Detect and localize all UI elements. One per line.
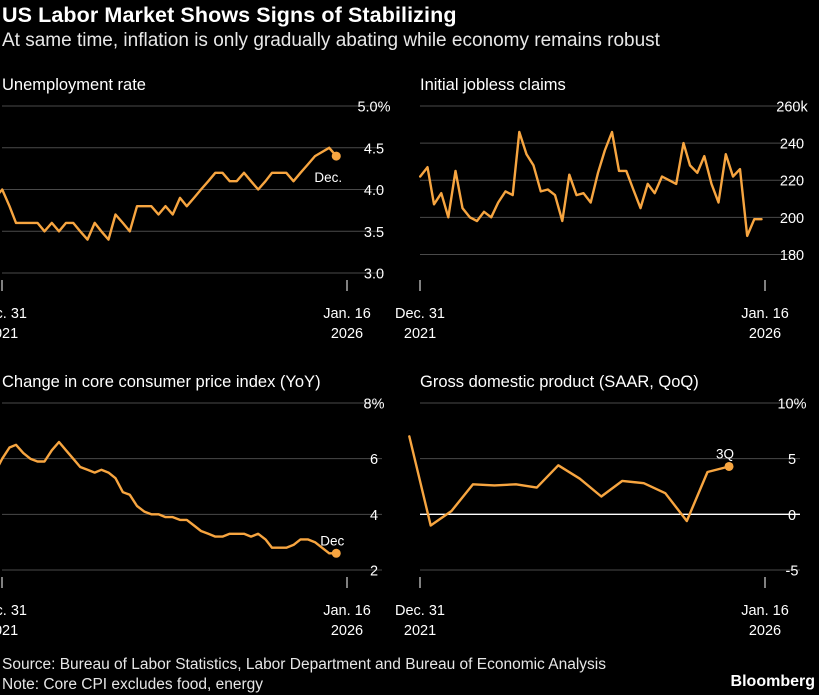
y-tick-label: 6 bbox=[370, 452, 378, 468]
x-tick-label: 2026 bbox=[749, 623, 781, 639]
y-tick-label: 3.5 bbox=[364, 225, 384, 241]
x-tick-label: Jan. 16 bbox=[741, 306, 789, 322]
page-subtitle: At same time, inflation is only graduall… bbox=[2, 30, 660, 51]
end-point-annotation: Dec bbox=[320, 533, 344, 548]
series-line bbox=[0, 440, 338, 555]
y-tick-label: 180 bbox=[780, 248, 804, 264]
x-tick-label: 2026 bbox=[331, 326, 363, 342]
series-line bbox=[408, 435, 731, 527]
series-line bbox=[0, 146, 338, 241]
y-tick-label: 4.0 bbox=[364, 183, 384, 199]
x-tick-label: Dec. 31 bbox=[0, 603, 27, 619]
x-tick-label: Jan. 16 bbox=[323, 603, 371, 619]
end-point-marker bbox=[331, 151, 341, 161]
gdp-chart: Gross domestic product (SAAR, QoQ) -5 0 5 1… bbox=[395, 373, 819, 653]
y-tick-label: 4.5 bbox=[364, 141, 384, 157]
chart-title: Gross domestic product (SAAR, QoQ) bbox=[420, 373, 699, 391]
x-tick-label: 2026 bbox=[749, 326, 781, 342]
end-point-annotation: Dec. bbox=[314, 170, 342, 185]
chart-svg: 2 4 6 8% Dec. 31 2021 Jan. 16 2026 Dec bbox=[0, 397, 385, 639]
y-tick-label: 2 bbox=[370, 564, 378, 580]
footnote: Note: Core CPI excludes food, energy bbox=[2, 676, 264, 693]
x-tick-label: Dec. 31 bbox=[395, 603, 445, 619]
x-tick-label: 2026 bbox=[331, 623, 363, 639]
x-tick-label: 2021 bbox=[404, 326, 436, 342]
end-point-marker bbox=[331, 548, 341, 558]
y-tick-label: 260k bbox=[776, 100, 808, 116]
y-tick-label: 5.0% bbox=[357, 100, 390, 116]
claims-chart: Initial jobless claims 180 200 220 240 260k D… bbox=[395, 76, 819, 356]
chart-svg: 180 200 220 240 260k Dec. 31 2021 Jan. 16 2026 bbox=[395, 100, 808, 343]
y-tick-label: 200 bbox=[780, 211, 804, 227]
bloomberg-logo: Bloomberg bbox=[730, 673, 815, 690]
unemployment-chart: Unemployment rate 3.0 3.5 4.0 4.5 5.0% Dec. 3… bbox=[0, 76, 402, 356]
x-tick-label: 2021 bbox=[404, 623, 436, 639]
x-tick-label: Jan. 16 bbox=[323, 306, 371, 322]
y-tick-label: 3.0 bbox=[364, 267, 384, 283]
y-tick-label: -5 bbox=[786, 564, 799, 580]
chart-title: Unemployment rate bbox=[2, 76, 146, 94]
y-tick-label: 0 bbox=[788, 508, 796, 524]
y-tick-label: 220 bbox=[780, 174, 804, 190]
x-tick-label: Dec. 31 bbox=[395, 306, 445, 322]
end-point-marker bbox=[724, 461, 734, 471]
y-tick-label: 4 bbox=[370, 508, 378, 524]
y-tick-label: 240 bbox=[780, 137, 804, 153]
chart-title: Change in core consumer price index (YoY… bbox=[2, 373, 321, 391]
source-note: Source: Bureau of Labor Statistics, Labo… bbox=[2, 656, 606, 673]
y-tick-label: 10% bbox=[777, 397, 806, 413]
y-tick-label: 8% bbox=[364, 397, 385, 413]
chart-svg: -5 0 5 10% Dec. 31 2021 Jan. 16 2026 3Q bbox=[395, 397, 807, 640]
core-cpi-chart: Change in core consumer price index (YoY… bbox=[0, 373, 402, 653]
y-tick-label: 5 bbox=[788, 452, 796, 468]
x-tick-label: 2021 bbox=[0, 326, 18, 342]
x-tick-label: 2021 bbox=[0, 623, 18, 639]
x-tick-label: Jan. 16 bbox=[741, 603, 789, 619]
chart-svg: 3.0 3.5 4.0 4.5 5.0% Dec. 31 2021 Jan. 16 2026 De… bbox=[0, 100, 391, 342]
x-tick-label: Dec. 31 bbox=[0, 306, 27, 322]
page-title: US Labor Market Shows Signs of Stabilizi… bbox=[2, 3, 457, 27]
chart-title: Initial jobless claims bbox=[420, 76, 566, 94]
series-line bbox=[419, 130, 763, 238]
end-point-annotation: 3Q bbox=[716, 446, 734, 461]
